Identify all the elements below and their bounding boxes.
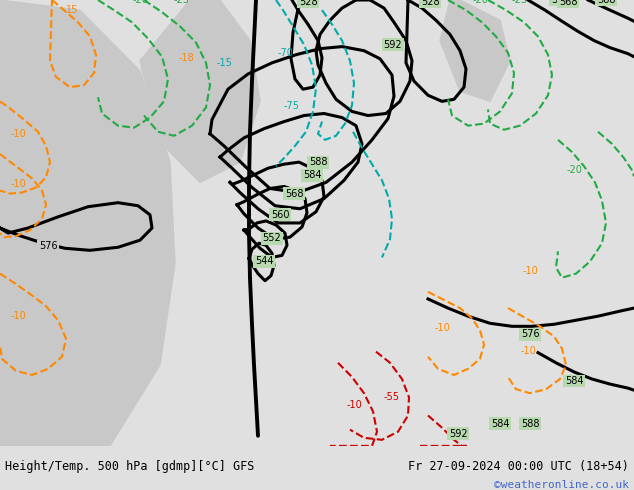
Text: -10: -10 bbox=[10, 179, 26, 190]
Text: Fr 27-09-2024 00:00 UTC (18+54): Fr 27-09-2024 00:00 UTC (18+54) bbox=[408, 460, 629, 473]
Text: -10: -10 bbox=[346, 400, 362, 410]
Polygon shape bbox=[440, 0, 510, 101]
Text: -10: -10 bbox=[522, 266, 538, 275]
Text: 584: 584 bbox=[565, 376, 583, 386]
Text: 588: 588 bbox=[521, 418, 540, 429]
Text: -70: -70 bbox=[277, 48, 293, 58]
Text: Height/Temp. 500 hPa [gdmp][°C] GFS: Height/Temp. 500 hPa [gdmp][°C] GFS bbox=[5, 460, 254, 473]
Text: -10: -10 bbox=[520, 345, 536, 356]
Text: -15: -15 bbox=[216, 58, 232, 68]
Text: -55: -55 bbox=[384, 392, 400, 402]
Text: 584: 584 bbox=[491, 418, 509, 429]
Text: 568: 568 bbox=[285, 189, 303, 198]
Text: 576: 576 bbox=[551, 0, 569, 5]
Polygon shape bbox=[0, 0, 175, 446]
Text: 588: 588 bbox=[309, 157, 327, 167]
Text: 552: 552 bbox=[262, 233, 281, 243]
Text: 560: 560 bbox=[271, 210, 289, 220]
Text: -25: -25 bbox=[174, 0, 190, 5]
Text: -10: -10 bbox=[10, 129, 26, 139]
Text: 576: 576 bbox=[39, 241, 57, 251]
Text: 568: 568 bbox=[559, 0, 577, 7]
Text: 528: 528 bbox=[299, 0, 317, 7]
Text: 592: 592 bbox=[449, 429, 467, 439]
Text: -10: -10 bbox=[10, 311, 26, 321]
Text: -20: -20 bbox=[132, 0, 148, 5]
Text: -75: -75 bbox=[284, 101, 300, 111]
Polygon shape bbox=[140, 0, 260, 182]
Text: -25: -25 bbox=[512, 0, 528, 5]
Text: 15: 15 bbox=[66, 5, 78, 15]
Text: 592: 592 bbox=[384, 40, 403, 49]
Text: 588: 588 bbox=[597, 0, 615, 5]
Text: -18: -18 bbox=[178, 53, 194, 63]
Text: 528: 528 bbox=[421, 0, 439, 7]
Text: -10: -10 bbox=[434, 323, 450, 333]
Text: 576: 576 bbox=[521, 329, 540, 340]
Text: 544: 544 bbox=[255, 256, 273, 267]
Text: -20: -20 bbox=[566, 165, 582, 175]
Text: 584: 584 bbox=[303, 171, 321, 180]
Text: -20: -20 bbox=[472, 0, 488, 5]
Text: ©weatheronline.co.uk: ©weatheronline.co.uk bbox=[494, 480, 629, 490]
